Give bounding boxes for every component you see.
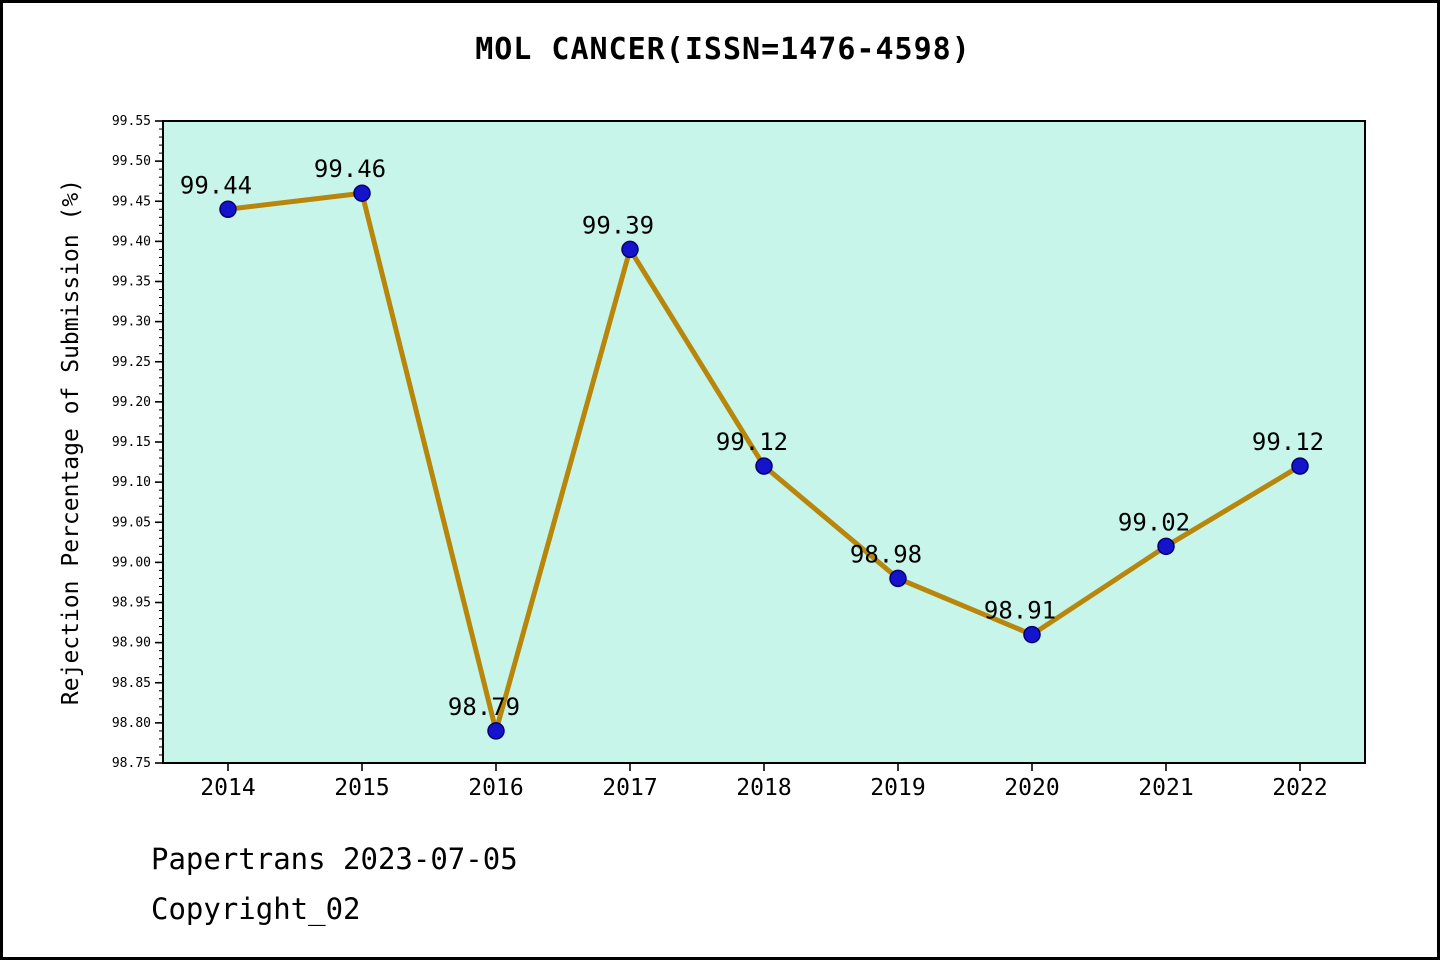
y-axis-title: Rejection Percentage of Submission (%) [58,179,84,705]
y-tick-label: 99.00 [112,555,151,570]
chart-title: MOL CANCER(ISSN=1476-4598) [475,32,971,67]
data-point [1023,625,1041,644]
data-point [487,722,505,740]
y-tick-label: 99.50 [112,154,151,169]
y-tick-label: 99.30 [112,315,151,330]
plot-background [163,121,1365,763]
y-tick-label: 99.15 [112,435,151,450]
x-tick-label: 2019 [870,775,925,801]
data-point [889,569,907,588]
x-tick-label: 2014 [200,775,255,801]
plot-area: 98.75 98.80 98.85 98.90 98.95 99.00 99.05 99.10… [112,114,1366,801]
data-point-label: 99.39 [582,211,654,239]
data-point-label: 98.98 [850,540,922,568]
data-point [353,184,371,202]
y-tick-label: 99.05 [112,515,151,530]
line-chart: MOL CANCER(ISSN=1476-4598) 98.7598.8098.… [58,32,1366,927]
y-tick-label: 98.75 [112,756,151,771]
data-point-label: 99.44 [180,171,252,199]
footer-copyright: Copyright_02 [151,892,361,927]
x-tick-label: 2018 [736,775,791,801]
data-point-label: 98.91 [984,597,1056,625]
y-tick-label: 99.20 [112,395,151,410]
x-tick-label: 2015 [334,775,389,801]
x-tick-label: 2021 [1138,775,1193,801]
y-tick-label: 98.85 [112,676,151,691]
y-tick-label: 99.45 [112,194,151,209]
data-point-label: 99.02 [1118,508,1190,536]
data-point-label: 99.12 [716,428,788,456]
y-tick-label: 99.55 [112,114,151,129]
footer-source: Papertrans 2023-07-05 [151,842,518,876]
data-point [1291,457,1309,475]
y-tick-label: 99.40 [112,234,151,249]
x-tick-label: 2020 [1004,775,1059,801]
x-tick-label: 2017 [602,775,657,801]
data-point-label: 98.79 [448,693,520,721]
x-tick-label: 2016 [468,775,523,801]
y-tick-label: 98.95 [112,596,151,611]
y-tick-label: 99.25 [112,355,151,370]
x-tick-label: 2022 [1272,775,1327,801]
data-point-label: 99.12 [1252,428,1324,456]
plot-frame [162,120,1366,764]
data-point [1157,537,1175,556]
y-tick-label: 99.10 [112,475,151,490]
data-point [621,240,639,259]
y-tick-label: 98.90 [112,636,151,651]
data-point-label: 99.46 [314,155,386,183]
y-tick-label: 98.80 [112,716,151,731]
data-point [219,200,237,219]
data-point [755,457,773,475]
y-tick-label: 99.35 [112,275,151,290]
